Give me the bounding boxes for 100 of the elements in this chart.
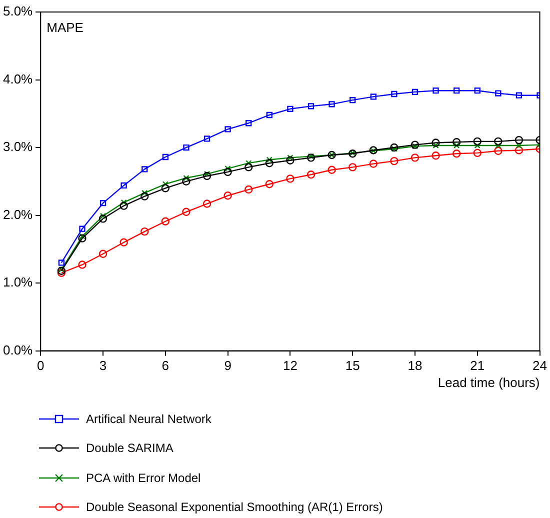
point — [120, 238, 128, 246]
point — [140, 227, 149, 236]
point — [494, 146, 502, 156]
x-tick-label: 18 — [408, 358, 422, 374]
point — [246, 160, 252, 166]
y-tick-label: 0.0% — [2, 342, 34, 358]
legend-label: Artifical Neural Network — [86, 412, 212, 426]
point — [183, 144, 190, 151]
point — [514, 146, 524, 154]
point — [287, 154, 294, 161]
point — [224, 168, 232, 176]
y-tick-label: 1.0% — [2, 274, 34, 290]
point — [265, 159, 274, 168]
point — [79, 226, 86, 232]
point — [140, 192, 149, 200]
y-tick-label: 4.0% — [2, 71, 34, 86]
point — [162, 181, 168, 188]
point — [266, 156, 272, 163]
point — [308, 153, 314, 160]
point — [452, 150, 461, 158]
point — [432, 138, 440, 147]
point — [266, 112, 272, 118]
point — [454, 142, 460, 149]
point — [204, 170, 210, 178]
x-tick-label: 15 — [345, 358, 360, 374]
point — [370, 94, 376, 100]
point — [204, 136, 210, 142]
x-tick-label: 6 — [162, 358, 170, 374]
point — [306, 170, 316, 179]
point — [142, 166, 148, 172]
point — [161, 217, 170, 226]
point — [78, 234, 86, 242]
point — [391, 90, 398, 98]
x-tick-label: 12 — [282, 358, 298, 374]
legend-label: PCA with Error Model — [86, 470, 201, 485]
point — [120, 199, 127, 206]
point — [348, 163, 357, 172]
point — [495, 90, 502, 96]
point — [265, 180, 274, 188]
point — [350, 97, 356, 104]
point — [432, 142, 439, 149]
x-tick-label: 3 — [99, 358, 107, 374]
point — [369, 160, 378, 168]
point — [120, 202, 128, 210]
point — [410, 154, 420, 162]
point — [514, 136, 524, 144]
point — [328, 101, 335, 108]
point — [432, 88, 439, 94]
point — [516, 92, 522, 98]
point — [286, 156, 294, 164]
point — [183, 174, 190, 182]
x-axis-title: Lead time (hours) — [438, 374, 540, 390]
point — [287, 106, 294, 112]
point — [454, 88, 460, 94]
point — [390, 156, 398, 166]
point — [244, 163, 253, 172]
point — [474, 88, 480, 94]
point — [473, 148, 482, 158]
point — [308, 103, 314, 110]
point — [98, 250, 108, 258]
point — [286, 174, 294, 183]
point — [306, 154, 316, 162]
point — [202, 200, 212, 208]
point — [100, 200, 106, 206]
point — [390, 143, 398, 152]
point — [202, 172, 212, 180]
y-tick-label: 5.0% — [2, 4, 34, 19]
point — [142, 190, 148, 196]
point — [244, 185, 253, 194]
point — [120, 182, 127, 189]
legend-label: Double SARIMA — [86, 441, 174, 456]
point — [246, 120, 252, 126]
x-tick-label: 24 — [532, 358, 548, 374]
point — [473, 137, 482, 146]
point — [182, 208, 190, 216]
point — [224, 192, 232, 200]
point — [162, 154, 168, 160]
point — [58, 260, 65, 266]
point — [516, 142, 522, 149]
point — [412, 88, 418, 96]
point — [495, 142, 502, 149]
point — [474, 142, 480, 149]
legend-label: Double Seasonal Exponential Smoothing (AR(1) Errors) — [86, 500, 383, 514]
point — [452, 138, 461, 146]
point — [161, 184, 170, 192]
point — [494, 137, 502, 146]
point — [328, 166, 336, 174]
point — [224, 126, 231, 132]
x-tick-label: 0 — [37, 358, 44, 374]
y-tick-label: 2.0% — [2, 206, 34, 222]
point — [224, 165, 231, 172]
x-tick-label: 9 — [224, 358, 232, 374]
point — [412, 143, 418, 150]
point — [410, 140, 420, 149]
point — [391, 146, 398, 152]
point — [78, 260, 86, 269]
y-tick-label: 3.0% — [2, 139, 34, 154]
annotation: MAPE — [46, 20, 84, 36]
point — [100, 212, 106, 220]
x-tick-label: 21 — [470, 358, 485, 374]
